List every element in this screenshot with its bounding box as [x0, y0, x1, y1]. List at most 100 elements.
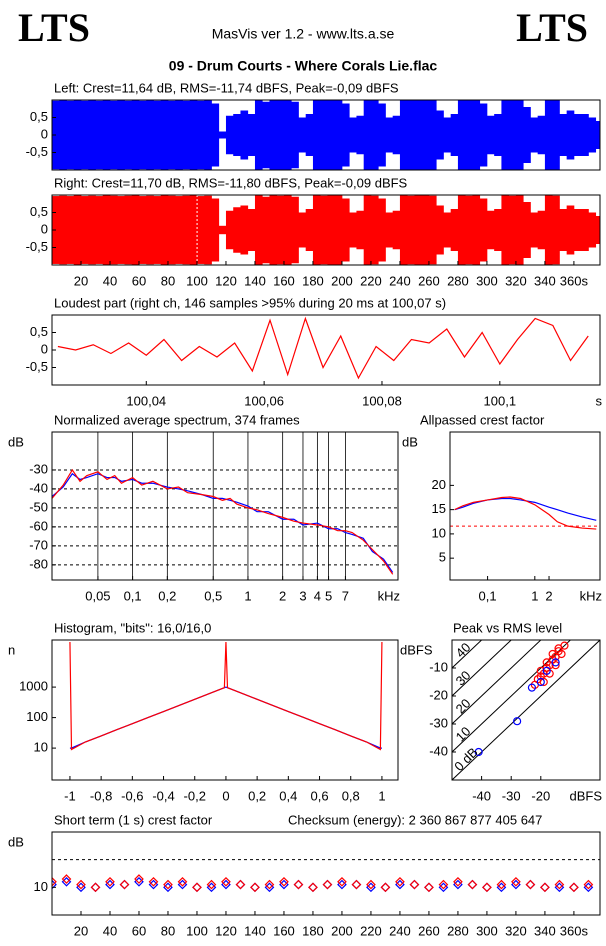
y-axis-label: n	[8, 642, 15, 657]
waveform-segment	[436, 205, 444, 255]
x-tick-label: 100	[186, 273, 208, 288]
x-tick-label: 340	[534, 923, 556, 938]
waveform-segment	[204, 100, 212, 170]
point	[351, 879, 362, 890]
point	[293, 879, 304, 890]
waveform-segment	[595, 216, 600, 244]
x-tick-label: 7	[342, 588, 349, 603]
x-tick-label: 4	[314, 588, 321, 603]
y-tick-label: 10	[432, 525, 446, 540]
diagonal	[452, 640, 600, 780]
waveform-segment	[392, 115, 401, 155]
x-tick-label: 220	[360, 923, 382, 938]
waveform-segment	[109, 195, 118, 265]
waveform-segment	[131, 195, 140, 265]
waveform-segment	[291, 196, 299, 264]
x-tick-label: 120	[215, 273, 237, 288]
waveform-segment	[392, 210, 401, 250]
plot-frame	[51, 314, 601, 386]
y-tick-label: 10	[34, 879, 48, 894]
waveform-segment	[508, 100, 517, 170]
point	[527, 683, 537, 692]
waveform-segment	[175, 100, 183, 170]
waveform-segment	[283, 195, 292, 265]
file-name: 09 - Drum Courts - Where Corals Lie.flac	[169, 58, 438, 74]
y-tick-label: 0,5	[30, 204, 48, 219]
point	[474, 747, 483, 757]
point	[177, 876, 188, 887]
point	[409, 879, 420, 890]
x-tick-label: 240	[389, 273, 411, 288]
x-tick-label: 160	[273, 273, 295, 288]
plot-frame	[449, 431, 601, 581]
waveform-segment	[399, 100, 408, 170]
x-tick-label: 340	[534, 273, 556, 288]
x-tick-label: 40	[103, 923, 117, 938]
y-tick-label: 100	[26, 709, 48, 724]
waveform-segment	[153, 100, 162, 170]
waveform-segment	[428, 100, 437, 170]
x-tick-label: 280	[447, 923, 469, 938]
waveform-segment	[138, 196, 147, 264]
waveform-segment	[421, 195, 430, 265]
y-axis-label: dB	[402, 434, 418, 449]
waveform-segment	[421, 100, 430, 170]
waveform-segment	[88, 100, 96, 170]
x-tick-label: 120	[215, 923, 237, 938]
waveform-segment	[566, 110, 575, 160]
x-tick-label: 5	[325, 588, 332, 603]
y-tick-label: 20	[432, 477, 446, 492]
x-tick-label: 360s	[560, 923, 589, 938]
waveform-segment	[327, 195, 336, 265]
panel-title: Left: Crest=11,64 dB, RMS=-11,74 dBFS, P…	[54, 80, 399, 95]
waveform-segment	[320, 100, 328, 170]
waveform-segment	[225, 115, 234, 155]
waveform-segment	[501, 100, 510, 170]
y-tick-label: -30	[429, 715, 448, 730]
waveform-segment	[269, 100, 278, 170]
waveform-segment	[196, 196, 205, 264]
waveform-segment	[73, 195, 82, 265]
x-tick-label: 0,4	[279, 788, 297, 803]
x-tick-label: -0,4	[152, 788, 174, 803]
waveform-segment	[552, 195, 560, 265]
x-axis-unit: s	[596, 393, 603, 408]
point	[235, 879, 246, 890]
diagonal	[452, 640, 512, 697]
waveform-segment	[552, 100, 560, 170]
point	[337, 876, 347, 887]
point	[438, 879, 449, 890]
y-tick-label: -50	[29, 499, 48, 514]
point	[542, 666, 551, 675]
waveform-segment	[153, 196, 162, 264]
y-tick-label: -80	[29, 556, 48, 571]
panel: Short term (1 s) crest factor Checksum (e…	[8, 812, 601, 938]
y-tick-label: -30	[29, 461, 48, 476]
waveform-segment	[117, 196, 125, 264]
waveform-segment	[254, 195, 263, 265]
waveform-segment	[370, 195, 379, 265]
x-tick-label: 20	[74, 923, 88, 938]
point	[308, 882, 318, 893]
waveform-segment	[167, 195, 176, 265]
waveform-segment	[544, 195, 553, 265]
waveform-segment	[341, 103, 350, 167]
waveform-segment	[530, 117, 539, 153]
y-tick-label: 10	[34, 740, 48, 755]
waveform-segment	[399, 195, 408, 265]
point	[380, 882, 391, 893]
logo-right: LTS	[516, 5, 588, 50]
panel-title: Loudest part (right ch, 146 samples >95%…	[54, 295, 446, 310]
y-axis-label: dBFS	[400, 642, 433, 657]
panel-title: Short term (1 s) crest factor	[54, 812, 213, 827]
waveform-segment	[363, 195, 372, 265]
waveform-segment	[573, 209, 582, 251]
waveform-segment	[276, 195, 285, 265]
waveform-segment	[457, 195, 466, 265]
waveform-segment	[146, 195, 154, 265]
waveform-segment	[269, 195, 278, 265]
point	[395, 876, 405, 887]
point	[557, 649, 566, 659]
point	[551, 661, 560, 670]
